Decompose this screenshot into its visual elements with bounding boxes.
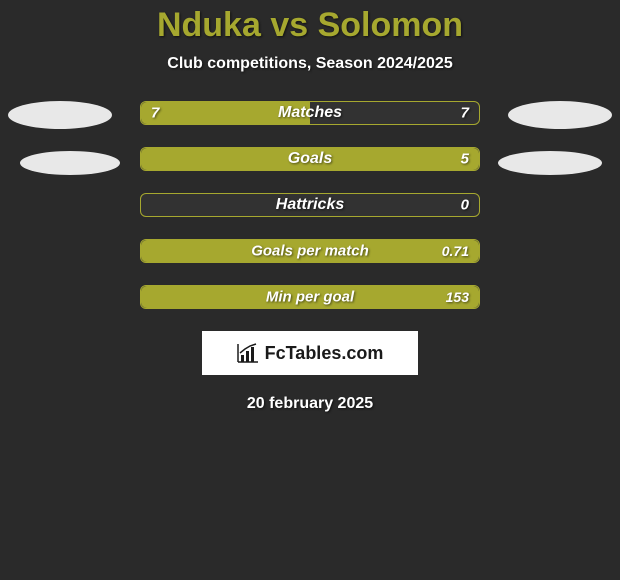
page-subtitle: Club competitions, Season 2024/2025 xyxy=(0,55,620,73)
stats-area: 7 7 Matches 5 Goals 0 Hattricks 0.71 Goals per m… xyxy=(0,101,620,309)
stat-bars: 7 7 Matches 5 Goals 0 Hattricks 0.71 Goals per m… xyxy=(140,101,480,309)
stat-row: 5 Goals xyxy=(140,147,480,171)
stat-label: Goals per match xyxy=(251,243,369,260)
stat-row: 0.71 Goals per match xyxy=(140,239,480,263)
stat-row: 7 7 Matches xyxy=(140,101,480,125)
stat-right-value: 7 xyxy=(461,105,469,122)
stat-row: 0 Hattricks xyxy=(140,193,480,217)
stat-left-value: 7 xyxy=(151,105,159,122)
bar-chart-icon xyxy=(237,343,259,363)
stat-right-value: 5 xyxy=(461,151,469,168)
placeholder-ellipse-right-2 xyxy=(498,151,602,175)
fctables-logo[interactable]: FcTables.com xyxy=(202,331,418,375)
stat-label: Hattricks xyxy=(276,196,344,214)
stat-right-value: 0 xyxy=(461,197,469,214)
stat-label: Matches xyxy=(278,104,342,122)
fctables-logo-text: FcTables.com xyxy=(265,343,384,364)
stat-right-value: 153 xyxy=(446,289,469,305)
stat-row: 153 Min per goal xyxy=(140,285,480,309)
page-title: Nduka vs Solomon xyxy=(0,0,620,45)
placeholder-ellipse-right-1 xyxy=(508,101,612,129)
placeholder-ellipse-left-2 xyxy=(20,151,120,175)
stat-label: Goals xyxy=(288,150,332,168)
placeholder-ellipse-left-1 xyxy=(8,101,112,129)
stat-label: Min per goal xyxy=(266,289,354,306)
stat-right-value: 0.71 xyxy=(442,243,469,259)
date-line: 20 february 2025 xyxy=(0,395,620,413)
